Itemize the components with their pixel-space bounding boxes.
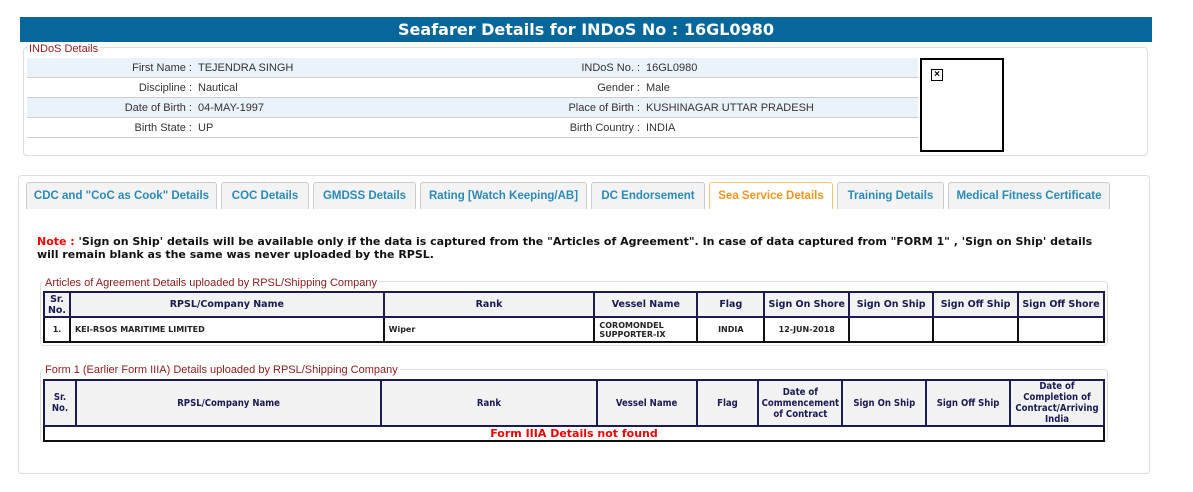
field-value: Nautical [198,82,238,94]
field-value: Male [646,82,670,94]
tab-panel [18,175,1150,474]
table-cell [932,316,1020,343]
field-value: INDIA [646,122,676,134]
field-value: UP [198,122,214,134]
column-header: Flag [695,379,760,427]
table-cell: 1. [43,316,71,343]
field-value: 16GL0980 [646,62,698,74]
tab-rating-watch-keeping-ab[interactable]: Rating [Watch Keeping/AB] [420,182,587,209]
indos-details-legend: INDoS Details [27,43,101,55]
indos-row: First Name : TEJENDRA SINGH INDoS No. : … [27,58,918,78]
note-text: Note : 'Sign on Ship' details will be av… [37,235,1107,261]
table-cell: Wiper [382,316,596,343]
field-value: 04-MAY-1997 [198,102,265,114]
tab-sea-service-details[interactable]: Sea Service Details [709,182,833,209]
column-header: Date of Commencement of Contract [757,379,844,427]
tab-coc-details[interactable]: COC Details [221,182,309,209]
note-label: Note : [37,235,75,248]
field-value: KUSHINAGAR UTTAR PRADESH [646,102,814,114]
tab-dc-endorsement[interactable]: DC Endorsement [591,182,705,209]
column-header: Rank [380,379,598,427]
field-label: Birth Country : [569,122,640,134]
tab-cdc-and-coc-as-cook-details[interactable]: CDC and "CoC as Cook" Details [26,182,217,209]
table-cell [848,316,935,343]
field-label: Place of Birth : [568,102,640,114]
column-header: Sr. No. [43,291,71,318]
table-cell: INDIA [696,316,766,343]
seafarer-photo: × [920,58,1004,152]
empty-row: Form IIIA Details not found [43,425,1105,442]
table-cell: KEI-RSOS MARITIME LIMITED [68,316,385,343]
column-header: Date of Completion of Contract/Arriving … [1008,379,1106,427]
column-header: Vessel Name [595,379,698,427]
note-body: 'Sign on Ship' details will be available… [37,235,1093,261]
page-title: Seafarer Details for INDoS No : 16GL0980 [20,17,1152,42]
indos-row: Discipline : Nautical Gender : Male [27,78,918,98]
tab-training-details[interactable]: Training Details [837,182,944,209]
empty-message: Form IIIA Details not found [43,425,1105,442]
table-row: 1. KEI-RSOS MARITIME LIMITED Wiper COROMOND… [43,316,1105,343]
column-header: Sign On Shore [763,291,851,318]
field-label: Gender : [597,82,640,94]
table-cell: 12-JUN-2018 [763,316,851,343]
broken-image-icon: × [931,69,943,81]
articles-fieldset [40,281,1108,346]
form1-table: Sr. No. RPSL/Company Name Rank Vessel Name F… [43,379,1106,442]
form1-legend: Form 1 (Earlier Form IIIA) Details uploa… [43,364,400,376]
column-header: Sr. No. [43,379,77,427]
field-label: Birth State : [134,122,192,134]
column-header: Rank [382,291,596,318]
articles-table: Sr. No. RPSL/Company Name Rank Vessel Name F… [43,291,1105,343]
column-header: Sign Off Ship [925,379,1011,427]
column-header: Vessel Name [593,291,699,318]
table-cell [1017,316,1105,343]
indos-details-fieldset [23,47,1148,156]
indos-row: Date of Birth : 04-MAY-1997 Place of Bir… [27,98,918,118]
field-label: First Name : [132,62,192,74]
column-header: Flag [696,291,766,318]
header-row: Sr. No. RPSL/Company Name Rank Vessel Name F… [43,291,1105,318]
field-label: Discipline : [138,82,192,94]
table-cell: COROMONDEL SUPPORTER-IX [593,316,699,343]
indos-row: Birth State : UP Birth Country : INDIA [27,118,918,138]
field-label: Date of Birth : [124,102,192,114]
column-header: Sign On Ship [841,379,928,427]
field-label: INDoS No. : [581,62,640,74]
header-row: Sr. No. RPSL/Company Name Rank Vessel Name F… [43,379,1106,427]
tab-medical-fitness-certificate[interactable]: Medical Fitness Certificate [948,182,1110,209]
articles-legend: Articles of Agreement Details uploaded b… [43,277,380,289]
column-header: RPSL/Company Name [68,291,385,318]
column-header: Sign Off Shore [1017,291,1105,318]
field-value: TEJENDRA SINGH [198,62,294,74]
tab-gmdss-details[interactable]: GMDSS Details [313,182,416,209]
column-header: Sign On Ship [848,291,935,318]
column-header: RPSL/Company Name [74,379,383,427]
column-header: Sign Off Ship [932,291,1020,318]
